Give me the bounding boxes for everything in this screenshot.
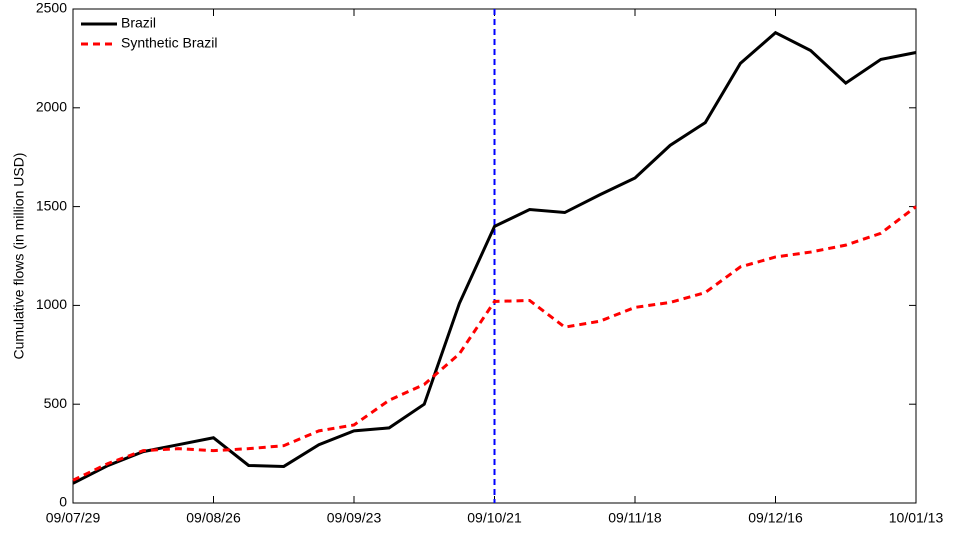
y-tick-label: 500 [44,395,68,411]
legend-label: Synthetic Brazil [121,35,217,51]
y-tick-label: 1500 [36,197,67,213]
x-tick-label: 09/12/16 [748,510,803,526]
legend-label: Brazil [121,15,156,31]
y-tick-label: 2000 [36,99,67,115]
series-line [72,30,917,485]
y-tick-label: 2500 [36,0,67,16]
y-tick-label: 1000 [36,296,67,312]
y-axis-label: Cumulative flows (in million USD) [11,153,27,360]
x-tick-label: 09/08/26 [186,510,241,526]
x-tick-label: 09/09/23 [327,510,382,526]
x-tick-label: 09/10/21 [467,510,522,526]
x-tick-label: 09/11/18 [608,510,662,526]
x-tick-label: 10/01/13 [889,510,944,526]
series-line [72,205,917,482]
x-tick-label: 09/07/29 [46,510,101,526]
y-tick-label: 0 [59,494,67,510]
